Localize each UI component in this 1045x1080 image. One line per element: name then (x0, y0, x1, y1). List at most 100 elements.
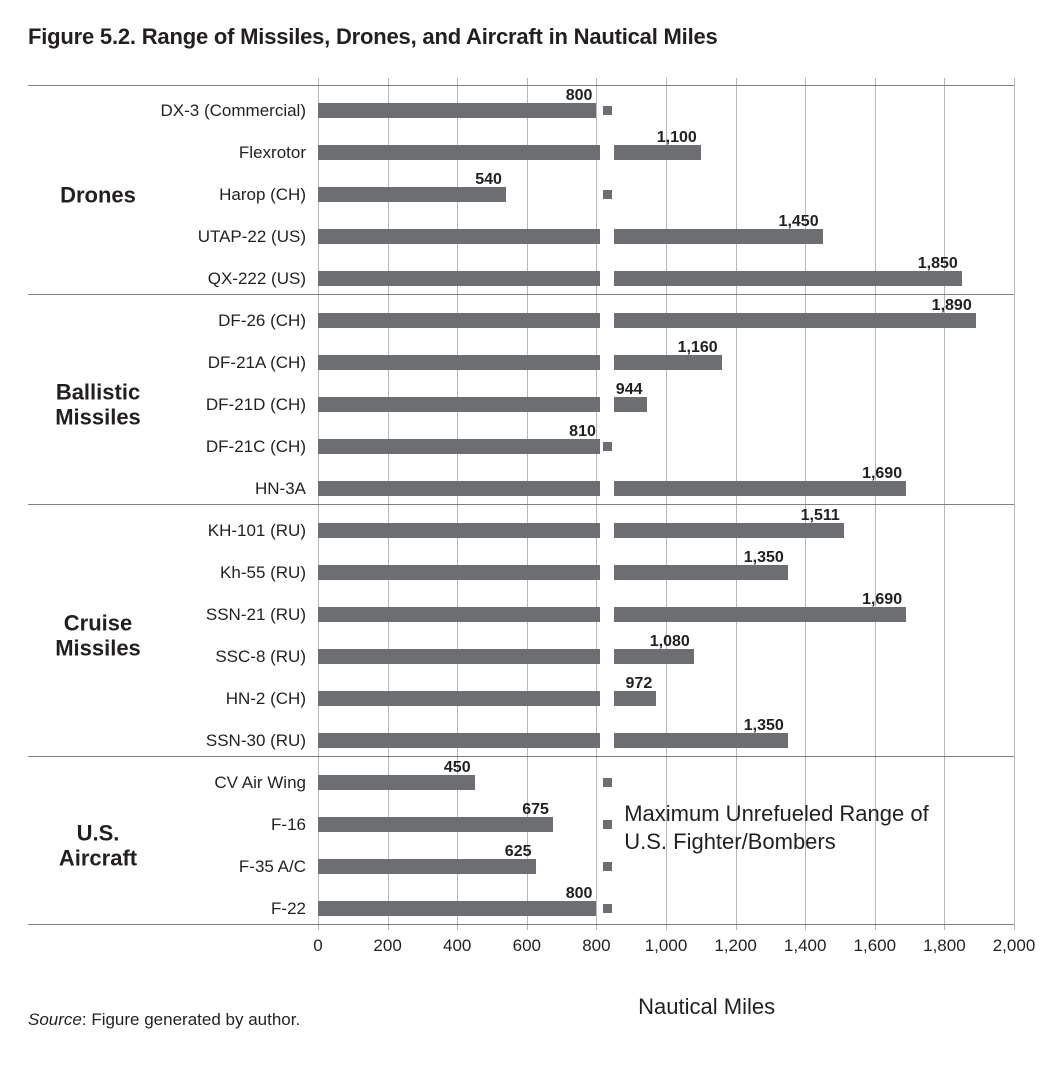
bar-row: HN-3A1,690 (318, 481, 1014, 496)
x-tick-label: 1,000 (645, 936, 688, 956)
row-label: SSN-21 (RU) (206, 605, 306, 625)
range-bar (318, 145, 701, 160)
bar-row: QX-222 (US)1,850 (318, 271, 1014, 286)
axis-break (600, 393, 614, 416)
group-separator (28, 85, 1014, 86)
axis-break (600, 729, 614, 752)
bar-row: UTAP-22 (US)1,450 (318, 229, 1014, 244)
bar-row: Harop (CH)540 (318, 187, 1014, 202)
source-line: Source: Figure generated by author. (28, 1010, 300, 1030)
row-label: F-16 (271, 815, 306, 835)
row-label: DF-21C (CH) (206, 437, 306, 457)
group-label: BallisticMissiles (38, 379, 158, 430)
bar-row: F-35 A/C625 (318, 859, 1014, 874)
group-label: Drones (38, 182, 158, 207)
range-bar (318, 817, 553, 832)
bar-value: 810 (569, 423, 596, 441)
x-tick-label: 2,000 (993, 936, 1036, 956)
row-label: SSN-30 (RU) (206, 731, 306, 751)
reference-marker (603, 904, 612, 913)
bar-value: 972 (626, 675, 653, 693)
bar-row: SSN-30 (RU)1,350 (318, 733, 1014, 748)
group-separator (28, 756, 1014, 757)
range-bar (318, 229, 823, 244)
bar-row: HN-2 (CH)972 (318, 691, 1014, 706)
row-label: CV Air Wing (214, 773, 306, 793)
x-tick-label: 600 (513, 936, 541, 956)
range-bar (318, 859, 536, 874)
source-text: : Figure generated by author. (82, 1010, 300, 1029)
range-bar (318, 271, 962, 286)
group-label: U.S.Aircraft (38, 820, 158, 871)
axis-break (600, 645, 614, 668)
row-label: UTAP-22 (US) (198, 227, 306, 247)
row-label: SSC-8 (RU) (215, 647, 306, 667)
bar-row: Kh-55 (RU)1,350 (318, 565, 1014, 580)
axis-break (600, 225, 614, 248)
bar-value: 1,690 (862, 591, 902, 609)
bar-row: DF-21C (CH)810 (318, 439, 1014, 454)
x-tick-label: 1,200 (714, 936, 757, 956)
bar-row: DF-21D (CH)944 (318, 397, 1014, 412)
group-separator (28, 294, 1014, 295)
row-label: F-22 (271, 899, 306, 919)
bar-row: SSC-8 (RU)1,080 (318, 649, 1014, 664)
bar-value: 944 (616, 381, 643, 399)
range-bar (318, 313, 976, 328)
bar-value: 1,690 (862, 465, 902, 483)
bar-value: 1,080 (650, 633, 690, 651)
gridline (1014, 78, 1015, 930)
bar-row: DF-26 (CH)1,890 (318, 313, 1014, 328)
bar-row: SSN-21 (RU)1,690 (318, 607, 1014, 622)
x-tick-label: 400 (443, 936, 471, 956)
figure-title: Figure 5.2. Range of Missiles, Drones, a… (28, 24, 1017, 50)
bar-value: 1,850 (918, 255, 958, 273)
row-label: DF-21A (CH) (208, 353, 306, 373)
x-tick-label: 1,400 (784, 936, 827, 956)
range-bar (318, 523, 844, 538)
bar-value: 675 (522, 801, 549, 819)
range-bar (318, 649, 694, 664)
bar-value: 1,450 (779, 213, 819, 231)
bar-value: 800 (566, 885, 593, 903)
reference-marker (603, 820, 612, 829)
bar-row: Flexrotor1,100 (318, 145, 1014, 160)
axis-break (600, 561, 614, 584)
row-label: KH-101 (RU) (208, 521, 306, 541)
reference-marker (603, 778, 612, 787)
row-label: HN-2 (CH) (226, 689, 306, 709)
reference-marker (603, 862, 612, 871)
bar-value: 800 (566, 87, 593, 105)
axis-break (600, 267, 614, 290)
bar-value: 1,100 (657, 129, 697, 147)
group-separator (28, 924, 1014, 925)
row-label: QX-222 (US) (208, 269, 306, 289)
row-label: DF-21D (CH) (206, 395, 306, 415)
chart-stage: 02004006008001,0001,2001,4001,6001,8002,… (28, 78, 1017, 1010)
row-label: DF-26 (CH) (218, 311, 306, 331)
range-bar (318, 565, 788, 580)
bar-row: KH-101 (RU)1,511 (318, 523, 1014, 538)
x-tick-label: 0 (313, 936, 322, 956)
bar-value: 625 (505, 843, 532, 861)
bar-value: 1,160 (678, 339, 718, 357)
chart-annotation: Maximum Unrefueled Range ofU.S. Fighter/… (624, 800, 928, 855)
x-tick-label: 1,800 (923, 936, 966, 956)
axis-break (600, 309, 614, 332)
group-separator (28, 504, 1014, 505)
bar-value: 1,511 (801, 507, 840, 525)
range-bar (318, 901, 596, 916)
row-label: DX-3 (Commercial) (161, 101, 306, 121)
range-bar (318, 103, 596, 118)
row-label: HN-3A (255, 479, 306, 499)
reference-marker (603, 442, 612, 451)
range-bar (318, 733, 788, 748)
row-label: F-35 A/C (239, 857, 306, 877)
range-bar (318, 355, 722, 370)
bar-value: 450 (444, 759, 471, 777)
reference-marker (603, 190, 612, 199)
source-label: Source (28, 1010, 82, 1029)
bar-value: 540 (475, 171, 502, 189)
group-label: CruiseMissiles (38, 610, 158, 661)
row-label: Harop (CH) (219, 185, 306, 205)
